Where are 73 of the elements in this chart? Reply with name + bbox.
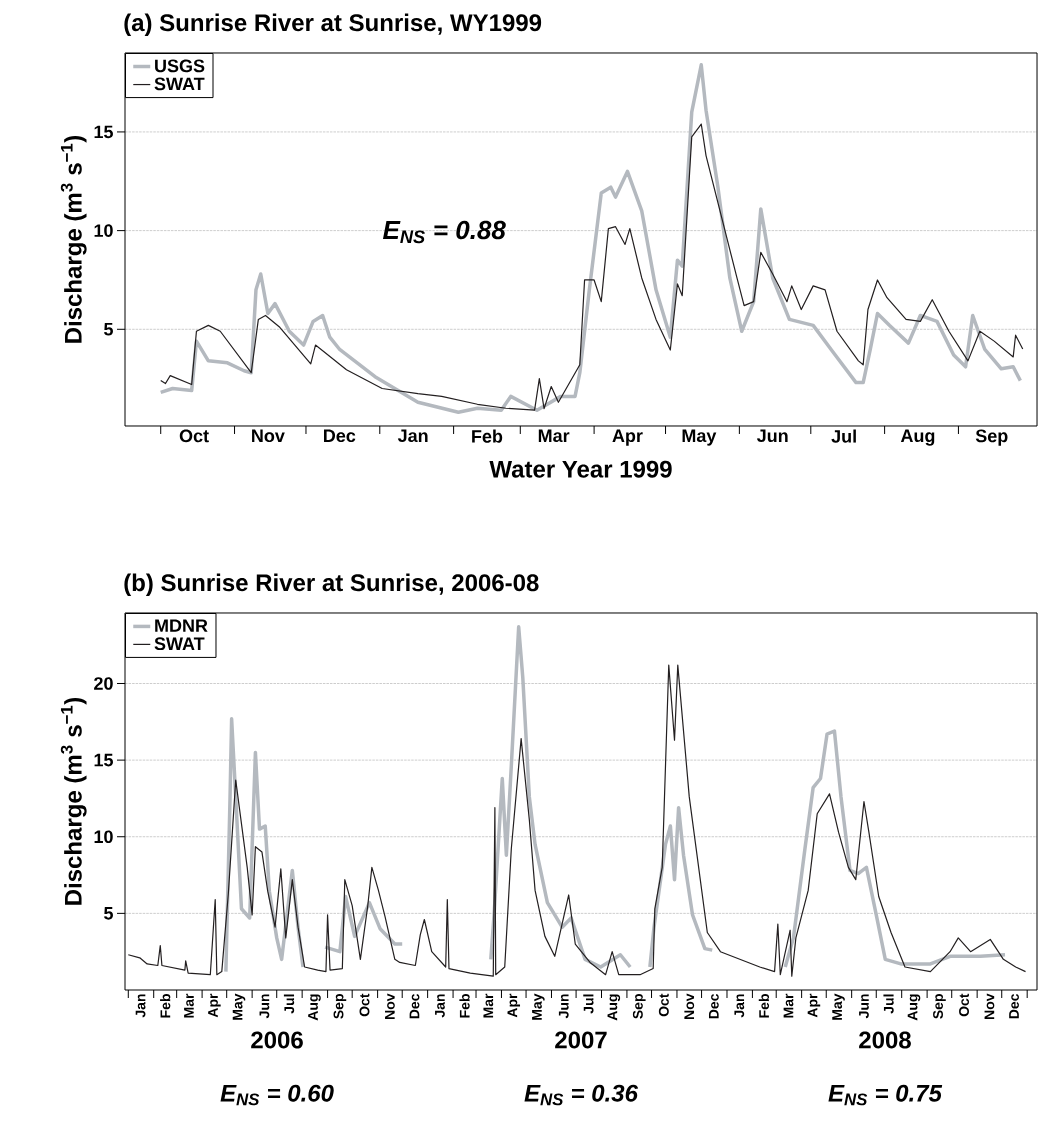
x-tick-label: Jul (831, 429, 856, 443)
x-tick-label: Sep (632, 994, 646, 1019)
x-tick-label: Feb (160, 994, 171, 1018)
x-tick-label: Jan (397, 429, 428, 443)
x-tick-label: Apr (208, 993, 221, 1018)
y-tick-label: 20 (94, 677, 113, 690)
text: E$_{NS}$ = 0.75 (828, 1084, 943, 1106)
x-tick-label: Dec (324, 429, 356, 443)
y-tick-label: 15 (94, 125, 113, 139)
x-tick-label: Feb (758, 994, 770, 1018)
x-tick-label: Sep (333, 994, 347, 1019)
chart-title: (b) Sunrise River at Sunrise, 2006-08 (124, 573, 539, 596)
x-tick-label: Oct (179, 429, 209, 443)
x-tick-label: Aug (607, 994, 621, 1021)
x-tick-label: May (832, 993, 845, 1020)
x-tick-label: Dec (409, 993, 420, 1019)
x-tick-label: Nov (684, 993, 695, 1020)
x-tick-label: Aug (900, 429, 935, 446)
x-tick-label: Oct (959, 993, 969, 1017)
x-tick-label: Jan (135, 994, 146, 1018)
x-tick-label: May (682, 429, 717, 446)
x-tick-label: Feb (472, 429, 503, 443)
x-tick-label: Jun (259, 994, 270, 1019)
x-tick-label: Jul (283, 994, 295, 1014)
x-tick-label: Jan (435, 994, 445, 1018)
x-tick-label: Mar (783, 993, 794, 1018)
y-tick-label: 15 (94, 753, 113, 767)
x-tick-label: Nov (252, 429, 285, 443)
y-tick-label: 5 (104, 323, 113, 336)
x-tick-label: Mar (483, 993, 494, 1018)
x-tick-label: Apr (612, 429, 643, 446)
y-tick-label: 10 (94, 830, 113, 844)
x-tick-label: May (532, 993, 545, 1020)
x-tick-label: Apr (507, 993, 521, 1018)
legend-label: USGS (155, 59, 205, 73)
x-tick-label: Jun (859, 994, 869, 1019)
x-tick-label: Oct (359, 993, 370, 1017)
x-tick-label: Aug (907, 994, 921, 1021)
legend-label: SWAT (154, 637, 205, 651)
x-tick-label: Nov (984, 993, 995, 1020)
text: 2008 (859, 1031, 911, 1049)
y-axis-title: Discharge (m$^{3}$ s$^{−1}$) (60, 135, 87, 343)
x-tick-label: Mar (538, 429, 570, 443)
text: E$_{NS}$ = 0.36 (524, 1084, 639, 1106)
y-tick-label: 5 (104, 907, 113, 920)
annotation: E$_{NS}$ = 0.88 (382, 220, 506, 244)
x-tick-label: Nov (385, 993, 395, 1020)
x-tick-label: Sep (975, 429, 1008, 446)
x-tick-label: Dec (1009, 993, 1019, 1019)
x-tick-label: Mar (184, 993, 194, 1018)
x-tick-label: Feb (459, 994, 470, 1018)
x-tick-label: Sep (933, 994, 946, 1019)
y-axis-title: Discharge (m$^{3}$ s$^{−1}$) (60, 697, 87, 905)
x-tick-label: Jul (583, 994, 594, 1014)
x-tick-label: Oct (658, 993, 669, 1017)
x-tick-label: Aug (308, 994, 321, 1021)
chart-title: (a) Sunrise River at Sunrise, WY1999 (124, 13, 542, 36)
x-tick-label: Jul (883, 994, 894, 1014)
x-tick-label: Jun (558, 994, 569, 1019)
x-tick-label: Jun (756, 429, 788, 443)
x-tick-label: Apr (807, 993, 821, 1018)
text: E$_{NS}$ = 0.60 (220, 1084, 334, 1106)
text: 2007 (555, 1031, 607, 1049)
x-axis-title: Water Year 1999 (489, 460, 672, 478)
legend-label: MDNR (155, 619, 208, 632)
text: 2006 (251, 1031, 303, 1049)
line-series (160, 123, 1024, 411)
y-tick-label: 10 (94, 224, 113, 237)
x-tick-label: May (232, 993, 246, 1020)
x-tick-label: Jan (734, 994, 745, 1018)
legend-label: SWAT (154, 77, 205, 91)
line-series (127, 664, 1027, 977)
x-tick-label: Dec (708, 993, 719, 1019)
